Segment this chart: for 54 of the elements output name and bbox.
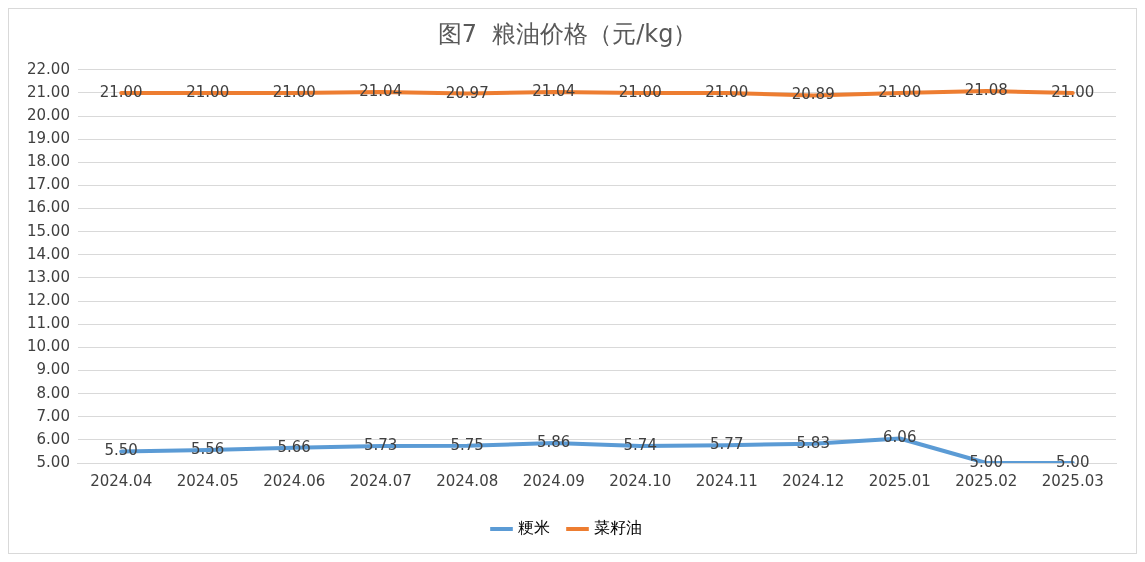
data-label: 5.66 [277, 437, 311, 456]
y-tick-label: 20.00 [26, 105, 70, 124]
y-tick-label: 17.00 [26, 175, 70, 194]
x-tick-label: 2024.05 [176, 471, 239, 490]
y-tick-label: 14.00 [26, 244, 70, 263]
chart-title: 图7 粮油价格（元/kg） [437, 19, 698, 48]
data-label: 5.86 [537, 433, 571, 451]
y-tick-label: 15.00 [26, 221, 70, 240]
x-tick-label: 2024.10 [609, 471, 672, 490]
data-label: 5.73 [364, 436, 398, 455]
x-tick-label: 2024.06 [263, 471, 326, 490]
y-tick-label: 7.00 [36, 406, 70, 425]
x-tick-label: 2024.09 [522, 471, 585, 490]
data-label: 21.00 [705, 82, 749, 101]
y-tick-label: 10.00 [26, 337, 70, 356]
data-label: 21.00 [1051, 82, 1095, 101]
data-label: 21.00 [618, 82, 662, 101]
data-label: 5.75 [450, 435, 484, 454]
data-label: 21.04 [532, 81, 576, 100]
data-label: 21.00 [186, 82, 230, 101]
data-label: 5.74 [623, 435, 657, 454]
x-tick-label: 2025.02 [955, 471, 1018, 490]
data-label: 5.00 [1056, 452, 1090, 471]
x-tick-label: 2025.01 [868, 471, 931, 490]
y-tick-label: 12.00 [26, 290, 70, 309]
legend-label: 粳米 [517, 518, 550, 538]
data-label: 5.83 [796, 433, 830, 452]
y-tick-label: 16.00 [26, 198, 70, 217]
y-tick-label: 8.00 [36, 383, 70, 402]
legend-label: 菜籽油 [593, 518, 642, 538]
data-label: 21.00 [99, 82, 143, 101]
x-tick-label: 2024.08 [436, 471, 499, 490]
y-tick-label: 22.00 [26, 59, 70, 78]
y-tick-label: 21.00 [26, 82, 70, 101]
y-tick-label: 13.00 [26, 267, 70, 286]
y-tick-label: 18.00 [26, 152, 70, 171]
x-tick-label: 2024.04 [90, 471, 153, 490]
data-label: 21.00 [272, 82, 316, 101]
data-label: 20.97 [445, 83, 489, 102]
data-label: 5.77 [710, 435, 744, 454]
y-tick-label: 5.00 [36, 452, 70, 471]
y-tick-label: 19.00 [26, 129, 70, 148]
x-tick-label: 2025.03 [1041, 471, 1104, 490]
data-label: 5.56 [191, 439, 225, 458]
x-tick-label: 2024.07 [349, 471, 412, 490]
data-label: 21.00 [878, 82, 922, 101]
y-tick-label: 6.00 [36, 429, 70, 448]
x-tick-label: 2024.11 [695, 471, 758, 490]
data-label: 21.04 [359, 81, 403, 100]
data-label: 5.50 [104, 441, 138, 460]
x-tick-label: 2024.12 [782, 471, 845, 490]
y-tick-label: 11.00 [26, 314, 70, 333]
y-tick-label: 9.00 [36, 360, 70, 379]
data-label: 20.89 [791, 85, 835, 104]
